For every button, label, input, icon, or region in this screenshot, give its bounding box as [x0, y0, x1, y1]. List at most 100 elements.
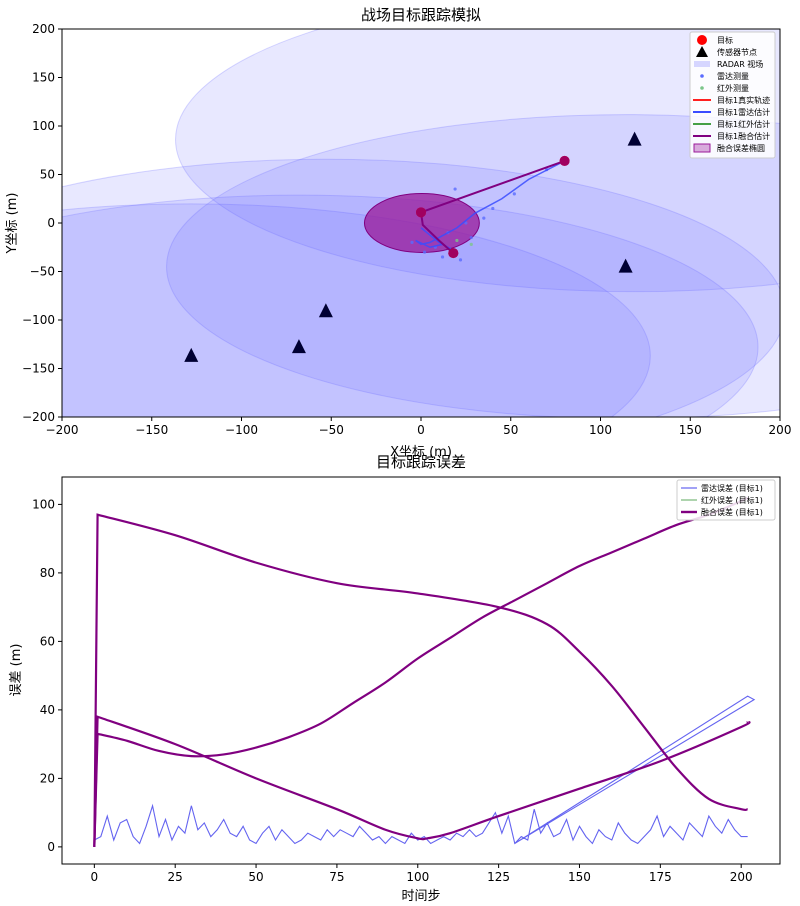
fov-layer [62, 29, 780, 417]
legend-handle-4 [700, 86, 704, 90]
tracking-plot: 战场目标跟踪模拟 −200 −150 −100 −50 0 50 100 150 200 −200… [5, 6, 792, 460]
legend-handle-2 [694, 61, 710, 67]
bottom-y-axis-label: 误差 (m) [9, 644, 24, 697]
sensor-node-0 [184, 347, 199, 362]
y-tick-label-3: −50 [30, 265, 55, 279]
legend-label-9: 融合误差椭圆 [717, 143, 765, 153]
y-tick-label-7: 150 [32, 71, 55, 85]
legend-box [689, 31, 776, 159]
radar-measurement-7 [422, 250, 427, 254]
y-tick-label-6: 100 [32, 119, 55, 133]
x-tick-label-2: −100 [225, 423, 258, 437]
y-tick-label-5: 50 [40, 168, 55, 182]
legend-label-0: 雷达误差 (目标1) [701, 483, 763, 493]
y-tick-label-2: 40 [40, 703, 55, 717]
y-tick-label-8: 200 [32, 22, 55, 36]
x-tick-label-1: 25 [168, 870, 183, 884]
x-tick-label-3: 75 [329, 870, 344, 884]
fov-circle-3 [166, 114, 780, 417]
legend-label-2: RADAR 视场 [717, 59, 763, 69]
target-marker-overlay-2 [448, 248, 459, 259]
x-tick-label-6: 150 [568, 870, 591, 884]
radar-measurement-4 [453, 187, 457, 191]
y-tick-label-2: −100 [22, 313, 55, 327]
bottom-legend: 雷达误差 (目标1) 红外误差 (目标1) 融合误差 (目标1) [676, 479, 776, 521]
x-tick-label-7: 150 [679, 423, 702, 437]
y-tick-label-5: 100 [32, 497, 55, 511]
radar-error-line [94, 695, 756, 845]
bottom-plot-area [62, 477, 780, 864]
x-tick-label-1: −150 [135, 423, 168, 437]
fov-circle-1 [62, 194, 759, 417]
radar-measurement-1 [512, 192, 516, 196]
fusion-error-line-2 [93, 513, 748, 847]
legend-label-2: 融合误差 (目标1) [701, 507, 763, 517]
bottom-x-axis-label: 时间步 [401, 889, 440, 904]
legend-handle-9 [693, 143, 711, 153]
legend-label-6: 目标1雷达估计 [717, 107, 770, 117]
x-tick-label-8: 200 [730, 870, 753, 884]
x-tick-label-3: −50 [319, 423, 344, 437]
x-tick-label-5: 50 [503, 423, 518, 437]
top-x-axis-label: X坐标 (m) [390, 445, 452, 460]
error-plot: 目标跟踪误差 0 25 50 75 100 125 150 175 200 0 20 40 60 80 10… [9, 453, 781, 904]
x-tick-label-0: 0 [91, 870, 99, 884]
fov-circle-2 [62, 158, 780, 417]
x-tick-label-8: 200 [769, 423, 792, 437]
x-tick-label-4: 0 [417, 423, 425, 437]
top-chart-title: 战场目标跟踪模拟 [361, 6, 481, 24]
x-tick-label-4: 100 [406, 870, 429, 884]
top-y-axis-label: Y坐标 (m) [5, 193, 20, 255]
legend-label-1: 红外误差 (目标1) [701, 495, 763, 505]
legend-label-0: 目标 [717, 35, 733, 45]
sensor-node-1 [291, 339, 306, 354]
bottom-chart-title: 目标跟踪误差 [376, 453, 466, 471]
legend-label-8: 目标1融合估计 [717, 131, 770, 141]
x-tick-label-5: 125 [487, 870, 510, 884]
bottom-axis-ticks: 0 25 50 75 100 125 150 175 200 0 20 40 60 80 100 [32, 497, 753, 884]
legend-label-4: 红外测量 [717, 83, 749, 93]
radar-measurement-11 [440, 255, 445, 259]
y-tick-label-0: 0 [47, 840, 55, 854]
radar-measurement-9 [469, 235, 473, 240]
ir-measurement-0 [469, 242, 473, 246]
ir-measurement-1 [455, 238, 459, 243]
legend-label-5: 目标1真实轨迹 [717, 95, 770, 105]
radar-measurement-8 [458, 258, 463, 262]
legend-label-3: 雷达测量 [717, 71, 749, 81]
radar-measurement-3 [464, 221, 468, 225]
x-tick-label-6: 100 [589, 423, 612, 437]
sensor-node-4 [627, 131, 642, 146]
y-tick-label-0: −200 [22, 410, 55, 424]
legend-handle-1 [696, 46, 708, 57]
y-tick-label-1: 20 [40, 771, 55, 785]
legend-handle-3 [700, 74, 704, 78]
legend-handle-0 [697, 35, 707, 45]
sensor-node-2 [318, 303, 333, 318]
y-tick-label-4: 80 [40, 566, 55, 580]
legend-label-1: 传感器节点 [717, 47, 757, 57]
error-data-layer [93, 496, 756, 847]
target-marker-overlay-0 [559, 155, 570, 166]
fusion-estimate-track [419, 159, 565, 254]
bottom-plot-frame [61, 476, 781, 865]
x-tick-label-0: −200 [46, 423, 79, 437]
target-marker-overlay-1 [416, 207, 426, 218]
radar-measurement-12 [410, 240, 414, 244]
y-tick-label-1: −150 [22, 362, 55, 376]
radar-measurement-10 [482, 216, 486, 220]
x-tick-label-7: 175 [649, 870, 672, 884]
sensor-node-3 [618, 258, 633, 273]
fov-circle-4 [175, 29, 780, 293]
legend-box [676, 479, 776, 521]
legend-label-7: 目标1红外估计 [717, 119, 770, 129]
radar-measurement-2 [491, 206, 495, 211]
data-layer [184, 131, 642, 362]
fov-circle-0 [62, 203, 651, 417]
x-tick-label-2: 50 [248, 870, 263, 884]
y-tick-label-3: 60 [40, 634, 55, 648]
fusion-error-line-4 [93, 715, 751, 847]
y-tick-label-4: 0 [47, 216, 55, 230]
